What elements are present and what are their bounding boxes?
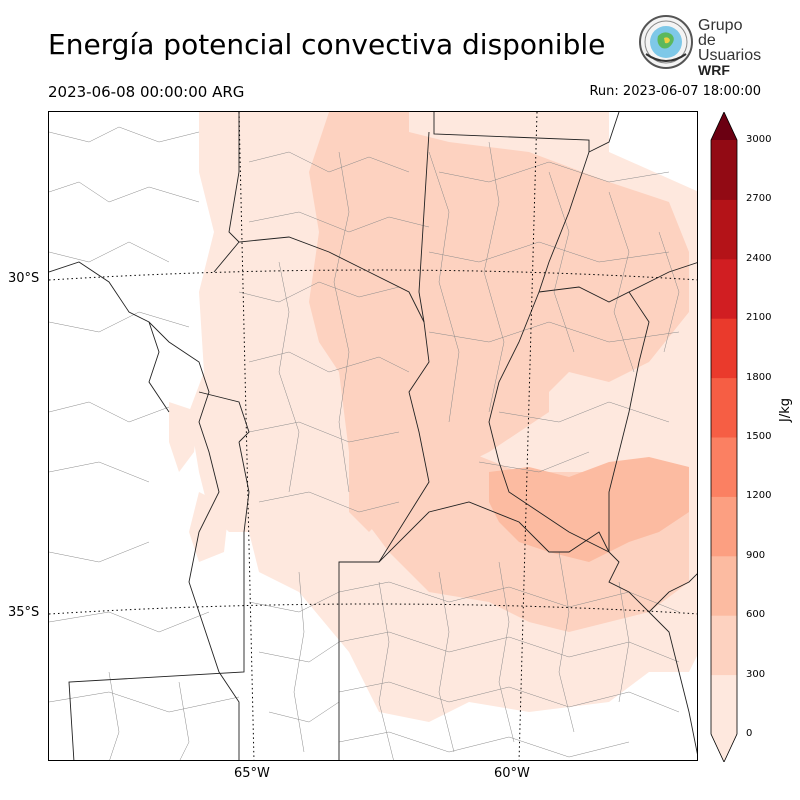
logo-line3: WRF bbox=[698, 62, 730, 78]
lat-label-35s: 35°S bbox=[8, 605, 40, 620]
cape-0-300-southwest-patch bbox=[189, 492, 229, 562]
colorbar-segment bbox=[711, 555, 737, 616]
colorbar-tick-label: 1200 bbox=[746, 490, 772, 502]
boundary-sanluis bbox=[198, 391, 250, 443]
colorbar-segment bbox=[711, 199, 737, 260]
boundary-santafe-east bbox=[488, 151, 610, 553]
colorbar-segment bbox=[711, 615, 737, 676]
meridian-65W bbox=[238, 112, 255, 760]
boundary-buenos-aires bbox=[339, 501, 610, 563]
colorbar-unit-label: J/kg bbox=[778, 398, 793, 422]
lat-label-30s: 30°S bbox=[8, 271, 40, 286]
globe-seal-icon bbox=[639, 15, 693, 69]
cape-fill-layer bbox=[169, 112, 697, 722]
parallel-35S bbox=[49, 603, 697, 615]
colorbar-tick-label: 1500 bbox=[746, 431, 772, 442]
boundary-corrientes-south bbox=[628, 262, 697, 293]
cape-300-600-area bbox=[309, 112, 689, 532]
lon-label-65w: 65°W bbox=[234, 766, 270, 781]
colorbar-segment bbox=[711, 377, 737, 438]
cape-0-300-west-patch bbox=[169, 402, 199, 472]
province-boundaries bbox=[49, 112, 697, 760]
colorbar-tick-label: 1800 bbox=[746, 371, 772, 383]
colorbar-segments bbox=[711, 112, 737, 762]
wrf-user-group-logo: Grupo de Usuarios WRF bbox=[638, 14, 761, 78]
parallel-30S bbox=[49, 269, 697, 281]
cape-map-panel bbox=[48, 111, 698, 761]
meridian-60W bbox=[518, 112, 538, 760]
boundary-santafe-north bbox=[433, 112, 590, 152]
colorbar-tick-label: 600 bbox=[746, 609, 766, 621]
boundary-entrerios bbox=[538, 286, 650, 552]
map-title: Energía potencial convectiva disponible bbox=[48, 28, 606, 61]
logo-line1: Grupo de bbox=[698, 17, 743, 49]
colorbar-segment bbox=[711, 674, 737, 735]
colorbar-segment bbox=[711, 258, 737, 319]
boundary-santafe-west bbox=[418, 131, 430, 323]
boundary-andes bbox=[49, 261, 240, 760]
colorbar-segment bbox=[711, 140, 737, 200]
colorbar-tick-label: 2100 bbox=[746, 312, 772, 324]
colorbar-tick-label: 2700 bbox=[746, 193, 772, 205]
colorbar bbox=[710, 112, 738, 762]
colorbar-segment bbox=[711, 437, 737, 497]
colorbar-segment bbox=[711, 318, 737, 379]
coastline bbox=[608, 551, 697, 755]
boundary-corrientes bbox=[588, 112, 620, 153]
colorbar-extend-high bbox=[711, 112, 737, 140]
lon-label-60w: 60°W bbox=[494, 766, 530, 781]
colorbar-tick-label: 0 bbox=[746, 728, 753, 739]
department-boundaries bbox=[49, 126, 680, 760]
colorbar-outline bbox=[710, 112, 738, 762]
cape-600-900-area bbox=[489, 457, 689, 562]
boundary-laPampa bbox=[68, 441, 250, 760]
colorbar-segment bbox=[711, 496, 737, 557]
valid-time-label: 2023-06-08 00:00:00 ARG bbox=[48, 83, 245, 101]
colorbar-tick-label: 3000 bbox=[746, 134, 772, 145]
graticule bbox=[49, 112, 697, 760]
logo-line2: Usuarios bbox=[698, 47, 762, 64]
map-canvas bbox=[49, 112, 697, 760]
colorbar-extend-low bbox=[711, 734, 737, 762]
colorbar-tick-label: 900 bbox=[746, 549, 766, 561]
colorbar-tick-label: 300 bbox=[746, 668, 766, 680]
logo-wordmark: Grupo de Usuarios WRF bbox=[698, 18, 761, 78]
run-time-label: Run: 2023-06-07 18:00:00 bbox=[589, 84, 761, 99]
colorbar-tick-label: 2400 bbox=[746, 252, 772, 264]
boundary-chaco bbox=[228, 112, 240, 243]
